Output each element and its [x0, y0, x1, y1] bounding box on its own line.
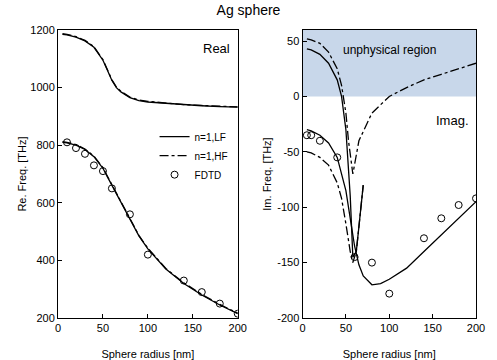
svg-text:n=1,HF: n=1,HF [195, 151, 228, 162]
svg-text:Sphere radius [nm]: Sphere radius [nm] [101, 348, 194, 360]
svg-text:FDTD: FDTD [195, 170, 222, 181]
svg-text:0: 0 [293, 90, 299, 102]
svg-text:-50: -50 [283, 146, 299, 158]
svg-text:150: 150 [423, 322, 441, 334]
svg-text:-100: -100 [277, 201, 299, 213]
svg-text:-150: -150 [277, 256, 299, 268]
svg-text:100: 100 [380, 322, 398, 334]
svg-text:-200: -200 [277, 312, 299, 324]
svg-text:n=1,LF: n=1,LF [195, 132, 226, 143]
svg-text:200: 200 [229, 322, 247, 334]
svg-text:50: 50 [97, 322, 109, 334]
svg-text:50: 50 [287, 35, 299, 47]
svg-text:50: 50 [340, 322, 352, 334]
svg-text:Sphere radius [nm]: Sphere radius [nm] [343, 348, 436, 360]
svg-text:150: 150 [184, 322, 202, 334]
svg-text:Real: Real [203, 41, 230, 56]
svg-text:0: 0 [55, 322, 61, 334]
svg-text:600: 600 [36, 197, 54, 209]
svg-text:1200: 1200 [30, 24, 54, 36]
svg-text:Re. Freq. [THz]: Re. Freq. [THz] [16, 136, 28, 211]
svg-text:100: 100 [139, 322, 157, 334]
svg-text:Im. Freq. [THz]: Im. Freq. [THz] [261, 137, 273, 210]
svg-text:800: 800 [36, 139, 54, 151]
svg-text:Imag.: Imag. [436, 113, 469, 128]
svg-text:1000: 1000 [30, 81, 54, 93]
svg-text:Ag sphere: Ag sphere [217, 2, 281, 18]
svg-text:400: 400 [36, 254, 54, 266]
svg-text:200: 200 [36, 312, 54, 324]
svg-text:unphysical region: unphysical region [343, 43, 436, 57]
svg-text:0: 0 [299, 322, 305, 334]
svg-text:200: 200 [467, 322, 485, 334]
